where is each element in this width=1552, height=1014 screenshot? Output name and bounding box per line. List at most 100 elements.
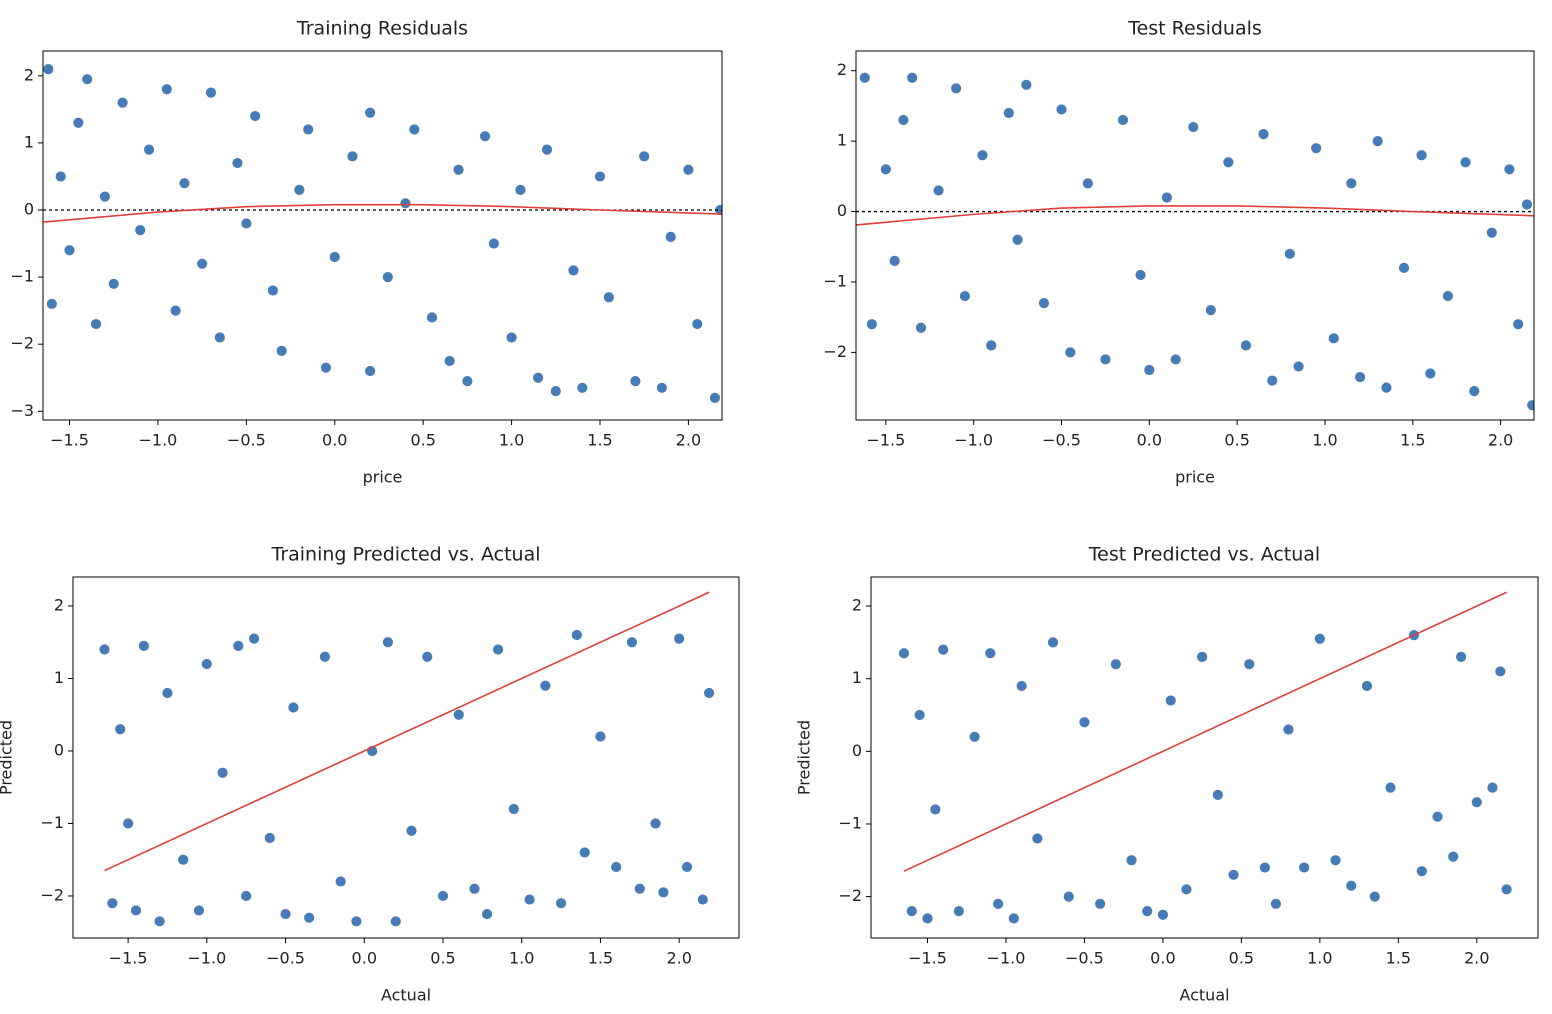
scatter-point [213, 331, 226, 344]
scatter-point [1494, 665, 1507, 678]
scatter-point [72, 116, 85, 129]
scatter-point [696, 893, 709, 906]
scatter-point [248, 632, 260, 645]
scatter-point [514, 183, 527, 196]
y-tick-label: 1 [24, 132, 34, 151]
x-tick-label: 2.0 [676, 431, 701, 450]
scatter-point [1134, 269, 1147, 281]
subplot: −1.5 −1.0 −0.5 0.0 0.5 1.0 1.5 2.0 −2 −1 0 1 2 Test P… [795, 544, 1539, 1005]
scatter-point [1459, 156, 1472, 169]
scatter-point [655, 381, 668, 394]
scatter-point [134, 224, 147, 237]
scatter-point [1415, 865, 1428, 878]
scatter-point [1345, 177, 1358, 190]
scatter-point [1094, 897, 1107, 910]
scatter-point [1196, 650, 1209, 663]
scatter-point [638, 150, 651, 163]
scatter-point [555, 897, 567, 910]
scatter-point [421, 650, 434, 663]
scatter-point [63, 244, 76, 257]
scatter-point [1169, 353, 1182, 366]
scatter-point [673, 632, 686, 645]
axes-frame [42, 50, 723, 421]
x-tick-label: −1.5 [866, 431, 905, 450]
scatter-point [532, 371, 545, 384]
scatter-point [1020, 78, 1033, 91]
scatter-point [1500, 883, 1513, 896]
scatter-point [1222, 156, 1235, 169]
scatter-point [921, 912, 934, 925]
scatter-point [319, 650, 331, 663]
x-tick-label: 1.5 [587, 431, 612, 450]
scatter-point [906, 71, 919, 84]
scatter-point [1313, 632, 1326, 645]
scatter-point [1447, 850, 1460, 863]
scatter-point [1503, 163, 1516, 176]
scatter-point [399, 197, 412, 210]
scatter-point [328, 251, 341, 263]
scatter-point [240, 217, 253, 230]
scatter-point [567, 264, 580, 277]
x-tick-label: 0.5 [430, 949, 455, 968]
scatter-point [915, 321, 927, 334]
scatter-point [1380, 381, 1393, 394]
x-tick-label: −1.0 [987, 949, 1026, 968]
scatter-point [549, 385, 562, 398]
scatter-point [107, 277, 120, 290]
y-tick-label: −3 [10, 401, 34, 420]
x-axis-label: Actual [1179, 986, 1229, 1005]
scatter-point [657, 886, 670, 899]
scatter-point [682, 163, 695, 176]
scatter-point [137, 639, 150, 652]
scatter-point [364, 106, 377, 119]
scatter-point [122, 817, 135, 830]
x-tick-label: −0.5 [227, 431, 266, 450]
x-tick-label: −1.0 [139, 431, 178, 450]
scatter-point [1157, 908, 1169, 921]
scatter-point [1062, 890, 1075, 903]
scatter-point [1415, 149, 1428, 162]
scatter-point [169, 304, 182, 317]
x-tick-label: 2.0 [666, 949, 691, 968]
scatter-point [275, 344, 288, 357]
x-tick-label: −1.5 [50, 431, 89, 450]
scatter-point [714, 204, 722, 216]
scatter-point [279, 908, 292, 920]
scatter-point [346, 150, 359, 163]
scatter-point [602, 291, 615, 304]
scatter-point [1282, 723, 1295, 736]
scatter-point [1002, 107, 1015, 119]
scatter-point [1266, 374, 1279, 387]
scatter-point [1055, 103, 1068, 116]
scatter-point [461, 375, 474, 387]
scatter-point [950, 82, 963, 95]
x-tick-label: 0.5 [1229, 949, 1254, 968]
scatter-point [633, 882, 646, 895]
scatter-point [106, 897, 119, 910]
scatter-point [178, 177, 191, 190]
scatter-point [888, 254, 901, 267]
scatter-point [116, 96, 129, 109]
scatter-point [249, 110, 262, 122]
scatter-point [350, 915, 363, 928]
subplot-title: Training Predicted vs. Actual [271, 544, 541, 566]
y-tick-label: 0 [54, 740, 64, 759]
scatter-point [913, 709, 926, 721]
scatter-point [858, 71, 871, 84]
y-tick-label: −1 [10, 267, 34, 286]
scatter-point [937, 643, 950, 656]
y-tick-label: −2 [838, 886, 862, 905]
fit-line [903, 591, 1507, 872]
x-tick-label: 0.5 [410, 431, 435, 450]
scatter-point [232, 639, 245, 652]
scatter-point [541, 143, 553, 156]
scatter-point [426, 311, 438, 324]
scatter-point [381, 636, 394, 649]
fit-line [856, 205, 1534, 226]
scatter-point [487, 237, 500, 250]
scatter-point [1354, 371, 1367, 383]
x-tick-label: −1.0 [954, 431, 993, 450]
scatter-point [389, 915, 402, 928]
scatter-point [320, 361, 332, 374]
